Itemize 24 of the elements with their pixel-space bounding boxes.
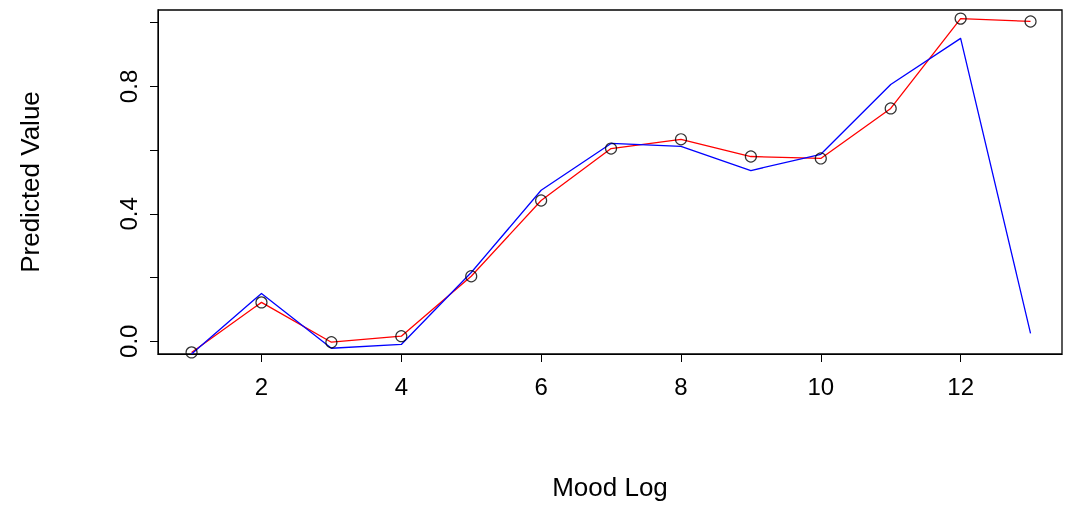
- x-tick-label: 12: [947, 372, 974, 400]
- y-tick-label: 0.8: [114, 69, 142, 104]
- x-tick-label: 2: [254, 372, 269, 400]
- point: [954, 12, 967, 25]
- point: [185, 346, 198, 359]
- y-axis-title: Predicted Value: [15, 91, 45, 273]
- x-tick-label: 10: [807, 372, 835, 400]
- point: [604, 142, 618, 155]
- point: [325, 336, 338, 349]
- x-tick-label: 8: [674, 372, 688, 400]
- point: [465, 270, 478, 283]
- point: [814, 152, 827, 165]
- point: [255, 296, 268, 309]
- point: [744, 150, 757, 163]
- x-tick-label: 4: [394, 372, 408, 400]
- point: [535, 194, 548, 207]
- y-tick-label: 0.0: [114, 324, 142, 358]
- x-axis-title: Mood Log: [552, 472, 668, 502]
- point: [395, 330, 408, 343]
- y-tick-label: 0.4: [114, 197, 142, 231]
- x-tick-label: 6: [534, 372, 548, 400]
- point: [1024, 15, 1037, 28]
- point: [884, 102, 897, 115]
- point: [674, 133, 688, 146]
